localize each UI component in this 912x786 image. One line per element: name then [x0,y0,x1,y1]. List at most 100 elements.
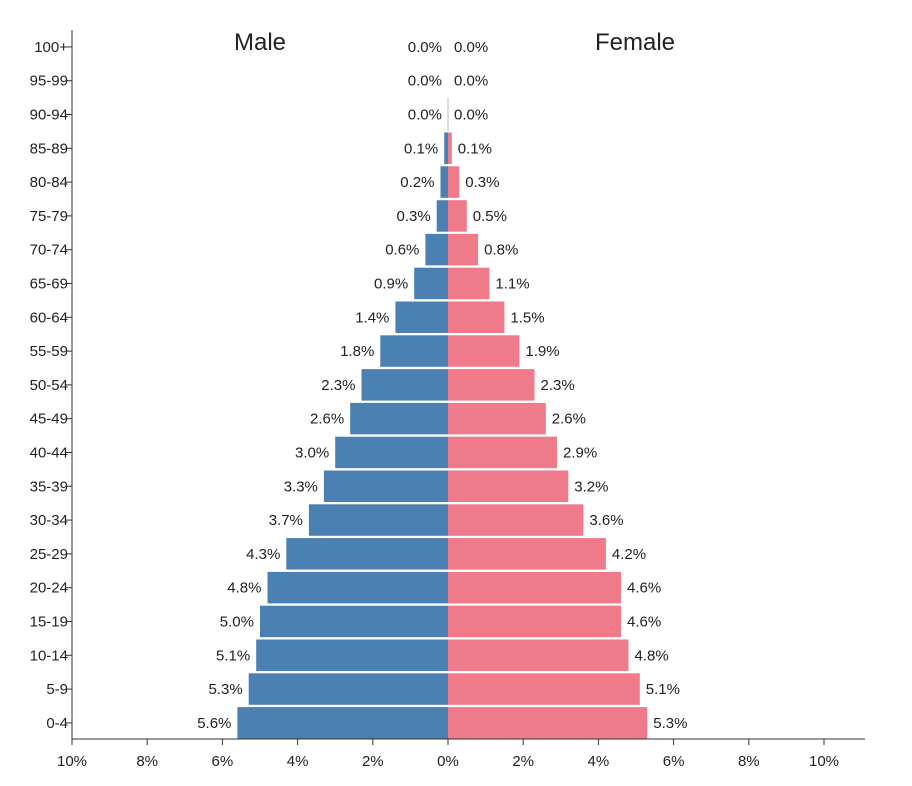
female-value-label: 0.1% [458,140,492,157]
female-value-label: 0.8% [484,242,518,259]
age-group-label: 65-69 [30,276,68,293]
male-value-label: 5.1% [216,647,250,664]
male-value-label: 0.2% [400,174,434,191]
female-bar-30-34 [448,504,584,536]
male-bar-65-69 [414,267,448,300]
x-tick-label: 8% [738,753,760,770]
female-value-label: 1.5% [510,309,544,326]
female-value-label: 0.0% [454,39,488,56]
age-group-label: 85-89 [30,140,68,157]
female-value-label: 4.2% [612,546,646,563]
bars-group [237,98,648,739]
x-tick-label: 10% [57,753,87,770]
female-value-label: 2.9% [563,445,597,462]
male-value-label: 0.0% [408,107,442,124]
female-value-label: 2.6% [552,411,586,428]
female-value-label: 4.6% [627,580,661,597]
male-bar-25-29 [286,538,448,570]
male-value-label: 1.8% [340,343,374,360]
age-group-label: 55-59 [30,343,68,360]
female-bar-25-29 [448,538,606,570]
male-value-label: 5.6% [197,715,231,732]
age-group-label: 40-44 [30,445,68,462]
male-value-label: 0.0% [408,73,442,90]
male-value-label: 5.3% [208,681,242,698]
age-group-label: 30-34 [30,512,68,529]
x-tick-label: 6% [663,753,685,770]
male-bar-75-79 [436,200,448,232]
male-value-label: 3.7% [269,512,303,529]
female-bar-0-4 [448,707,648,739]
male-value-label: 0.9% [374,276,408,293]
male-bar-50-54 [361,369,448,401]
male-value-label: 5.0% [220,614,254,631]
female-value-label: 0.0% [454,107,488,124]
x-tick-label: 6% [212,753,234,770]
male-bar-5-9 [248,673,448,705]
female-value-label: 0.3% [465,174,499,191]
male-value-label: 1.4% [355,309,389,326]
male-value-label: 0.1% [404,140,438,157]
male-bar-55-59 [380,335,448,367]
age-group-label: 75-79 [30,208,68,225]
female-value-label: 4.6% [627,614,661,631]
female-bar-85-89 [448,132,452,164]
female-value-label: 5.1% [646,681,680,698]
male-bar-30-34 [308,504,448,536]
male-bar-15-19 [260,605,448,638]
x-tick-label: 2% [362,753,384,770]
female-value-label: 0.0% [454,73,488,90]
age-group-label: 90-94 [30,107,68,124]
male-bar-35-39 [323,470,448,502]
x-tick-label: 0% [437,753,459,770]
x-tick-label: 4% [588,753,610,770]
age-group-label: 20-24 [30,580,68,597]
male-value-label: 2.6% [310,411,344,428]
male-value-label: 4.8% [227,580,261,597]
age-group-label: 60-64 [30,309,68,326]
age-group-label: 0-4 [46,715,68,732]
male-value-label: 0.0% [408,39,442,56]
male-bar-20-24 [267,571,448,604]
age-group-label: 25-29 [30,546,68,563]
value-labels-group: 0.0% 0.0% 0.0% 0.0% 0.0% 0.0% 0.1% 0.1% 0.2% 0.3%… [197,39,687,732]
age-group-label: 5-9 [46,681,68,698]
female-value-label: 4.8% [635,647,669,664]
female-value-label: 5.3% [653,715,687,732]
female-value-label: 3.2% [574,478,608,495]
male-bar-45-49 [350,402,448,435]
female-bar-20-24 [448,571,621,604]
age-group-label: 80-84 [30,174,68,191]
female-bar-35-39 [448,470,569,502]
age-group-label: 45-49 [30,411,68,428]
female-bar-70-74 [448,233,479,266]
female-series-title: Female [595,29,675,56]
female-bar-10-14 [448,639,629,671]
male-bar-80-84 [440,166,448,198]
female-bar-55-59 [448,335,520,367]
age-group-label: 100+ [34,39,68,56]
male-bar-0-4 [237,707,448,739]
x-tick-label: 10% [809,753,839,770]
male-bar-60-64 [395,301,448,333]
age-group-label: 10-14 [30,647,68,664]
female-value-label: 1.9% [525,343,559,360]
female-bar-15-19 [448,605,621,638]
female-value-label: 1.1% [495,276,529,293]
male-series-title: Male [234,29,286,56]
male-value-label: 4.3% [246,546,280,563]
age-group-label: 15-19 [30,614,68,631]
female-value-label: 0.5% [473,208,507,225]
female-value-label: 3.6% [589,512,623,529]
age-group-label: 70-74 [30,242,68,259]
male-value-label: 2.3% [321,377,355,394]
male-bar-70-74 [425,233,448,266]
female-bar-45-49 [448,402,546,435]
male-bar-40-44 [335,436,448,469]
male-value-label: 3.3% [284,478,318,495]
male-bar-10-14 [256,639,448,671]
age-labels-group: 100+ 95-99 90-94 85-89 80-84 75-79 70-74 65-69 6… [30,39,72,732]
age-group-label: 50-54 [30,377,68,394]
female-bar-5-9 [448,673,640,705]
